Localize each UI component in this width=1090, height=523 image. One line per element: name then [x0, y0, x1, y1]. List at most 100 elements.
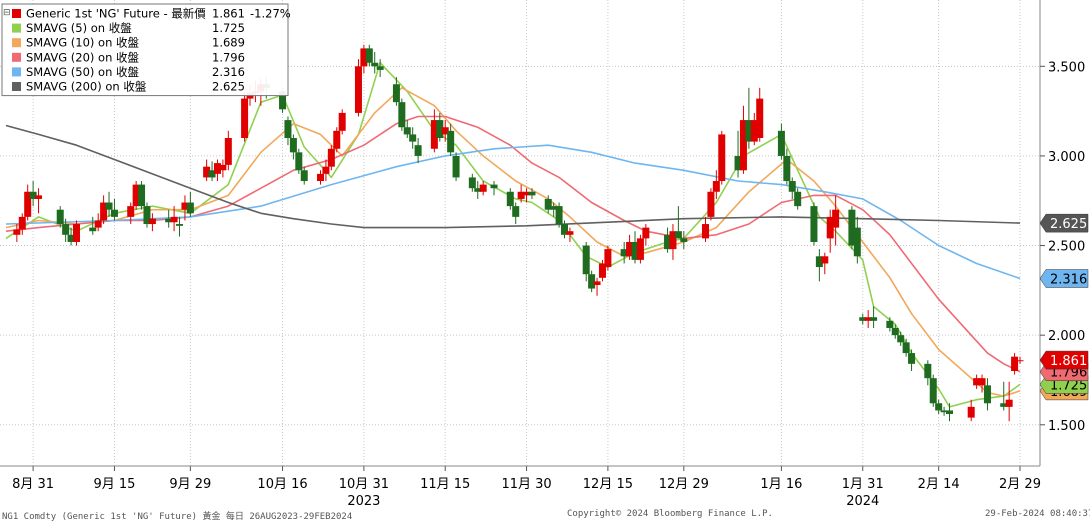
y-tick-label: 3.000	[1048, 150, 1085, 165]
x-tick-label: 9月 29	[169, 477, 211, 492]
candle-body	[24, 191, 32, 217]
candle-body	[29, 191, 37, 199]
candle-body	[973, 378, 981, 386]
legend-change: -1.27%	[250, 7, 291, 21]
candle-body	[105, 202, 113, 210]
y-tick-label: 2.500	[1048, 240, 1085, 255]
candle-body	[859, 317, 867, 321]
candle-body	[680, 238, 688, 242]
x-tick-label: 11月 15	[420, 477, 470, 492]
candle-body	[701, 224, 709, 239]
candle-body	[143, 206, 151, 225]
candle-body	[582, 245, 590, 275]
candle-body	[853, 227, 861, 257]
candle-body	[322, 166, 330, 174]
x-tick-label: 8月 31	[12, 477, 54, 492]
price-axis: 1.500 2.000 2.500 3.000 3.500	[1040, 60, 1085, 434]
candle-body	[35, 195, 43, 199]
legend-label: Generic 1st 'NG' Future - 最新價	[26, 7, 206, 21]
last-value-tag-label: 1.861	[1050, 354, 1087, 369]
candle-body	[891, 327, 899, 336]
candle-body	[18, 216, 26, 230]
candle-body	[1005, 399, 1013, 407]
candle-body	[317, 173, 325, 182]
candle-body	[13, 229, 21, 235]
candle-body	[354, 66, 362, 113]
candle-body	[664, 234, 672, 250]
candle-body	[100, 202, 108, 221]
candle-body	[208, 170, 216, 178]
candle-body	[794, 191, 802, 207]
candle-body	[718, 134, 726, 182]
legend-value: 1.861	[212, 7, 245, 21]
candle-body	[414, 145, 422, 156]
candle-body	[739, 120, 747, 171]
legend-label: SMAVG (10) on 收盤	[26, 36, 140, 50]
candle-body	[598, 263, 606, 278]
date-axis: 8月 31 9月 15 9月 29 10月 16 10月 31 11月 15 11月 30 1…	[0, 465, 1041, 509]
candle-body	[566, 231, 574, 235]
candle-body	[631, 241, 639, 260]
moving-average-line	[5, 87, 1021, 397]
y-tick-label: 1.500	[1048, 419, 1085, 434]
candle-body	[213, 163, 221, 174]
candle-body	[327, 148, 335, 167]
candle-body	[620, 249, 628, 257]
candle-body	[967, 406, 975, 418]
y-tick-label: 3.500	[1048, 60, 1085, 75]
candle-body	[821, 256, 829, 264]
candle-body	[72, 224, 80, 242]
x-tick-label: 1月 31	[842, 477, 884, 492]
candle-body	[392, 84, 400, 103]
candlestick-series	[13, 44, 1024, 422]
candle-body	[983, 385, 991, 404]
candle-body	[544, 198, 552, 210]
year-label: 2024	[846, 494, 879, 509]
candle-body	[935, 403, 943, 411]
candle-body	[908, 353, 916, 364]
x-tick-label: 2月 29	[999, 477, 1041, 492]
candle-body	[148, 218, 156, 225]
moving-average-line	[5, 124, 1021, 229]
legend-swatch	[12, 67, 21, 77]
candle-body	[734, 155, 742, 171]
candle-body	[929, 378, 937, 404]
candle-body	[642, 227, 650, 239]
legend-value: 1.689	[212, 36, 245, 50]
candle-body	[870, 317, 878, 321]
x-tick-label: 12月 29	[659, 477, 709, 492]
candle-body	[338, 112, 346, 131]
moving-average-line	[5, 144, 1021, 280]
candle-body	[924, 363, 932, 379]
candle-body	[745, 120, 753, 142]
candle-body	[783, 155, 791, 182]
legend-value: 2.316	[212, 65, 245, 79]
candle-body	[815, 256, 823, 268]
legend-value: 1.796	[212, 50, 245, 64]
candle-body	[669, 231, 677, 250]
candle-body	[886, 320, 894, 328]
candle-body	[452, 155, 460, 178]
x-tick-label: 1月 16	[760, 477, 802, 492]
candle-body	[756, 98, 764, 139]
candle-body	[447, 130, 455, 153]
candle-body	[832, 209, 840, 228]
x-tick-label: 10月 31	[339, 477, 389, 492]
candle-body	[946, 410, 954, 415]
candle-body	[398, 102, 406, 128]
moving-average-line	[5, 61, 1021, 408]
candle-body	[176, 224, 184, 226]
candle-body	[626, 241, 634, 257]
x-tick-label: 2月 14	[918, 477, 960, 492]
x-tick-label: 11月 30	[501, 477, 551, 492]
candle-body	[707, 191, 715, 217]
last-value-tag	[1039, 213, 1089, 233]
candle-body	[674, 231, 682, 239]
candle-body	[512, 206, 520, 217]
candle-body	[110, 209, 118, 217]
candle-body	[219, 164, 227, 171]
candle-body	[517, 191, 525, 199]
candle-body	[750, 120, 758, 142]
legend-label: SMAVG (50) on 收盤	[26, 65, 140, 79]
